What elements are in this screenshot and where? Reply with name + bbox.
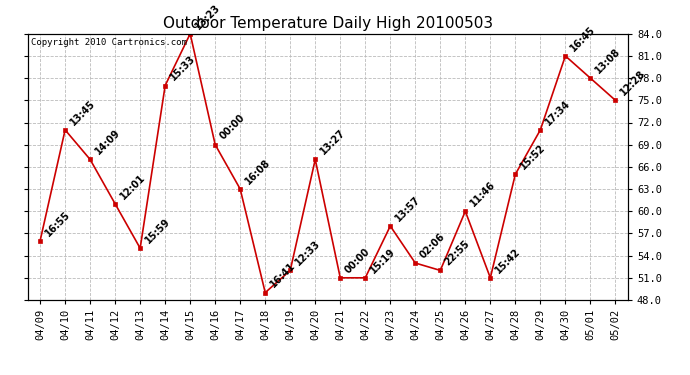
Title: Outdoor Temperature Daily High 20100503: Outdoor Temperature Daily High 20100503	[163, 16, 493, 31]
Text: 00:00: 00:00	[218, 113, 247, 142]
Text: 13:08: 13:08	[593, 46, 622, 75]
Text: 15:52: 15:52	[518, 142, 547, 171]
Text: 13:23: 13:23	[193, 2, 222, 31]
Text: Copyright 2010 Cartronics.com: Copyright 2010 Cartronics.com	[30, 38, 186, 47]
Text: 13:57: 13:57	[393, 194, 422, 223]
Text: 16:08: 16:08	[243, 157, 272, 186]
Text: 16:55: 16:55	[43, 209, 72, 238]
Text: 11:46: 11:46	[468, 180, 497, 209]
Text: 15:42: 15:42	[493, 246, 522, 275]
Text: 13:45: 13:45	[68, 98, 97, 127]
Text: 12:33: 12:33	[293, 238, 322, 268]
Text: 00:00: 00:00	[343, 246, 372, 275]
Text: 15:59: 15:59	[143, 216, 172, 246]
Text: 16:41: 16:41	[268, 261, 297, 290]
Text: 17:34: 17:34	[543, 98, 572, 127]
Text: 14:09: 14:09	[93, 128, 122, 157]
Text: 13:27: 13:27	[318, 128, 347, 157]
Text: 16:45: 16:45	[568, 24, 597, 53]
Text: 12:28: 12:28	[618, 69, 647, 98]
Text: 15:33: 15:33	[168, 54, 197, 83]
Text: 02:06: 02:06	[418, 231, 447, 260]
Text: 15:19: 15:19	[368, 246, 397, 275]
Text: 22:55: 22:55	[443, 238, 472, 268]
Text: 12:01: 12:01	[118, 172, 147, 201]
